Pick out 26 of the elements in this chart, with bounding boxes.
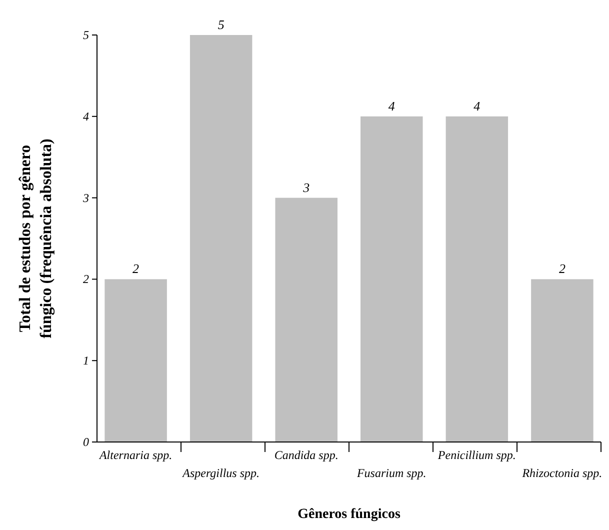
x-axis-title: Gêneros fúngicos	[298, 507, 401, 522]
y-tick-label: 3	[82, 190, 89, 205]
y-axis-title: Total de estudos por gênero fúngico (frequência absoluta)	[17, 138, 55, 338]
data-label: 2	[558, 261, 566, 276]
y-tick-label: 5	[83, 28, 89, 42]
x-tick-label: Candida spp.	[274, 448, 338, 462]
y-tick-label: 1	[83, 354, 89, 368]
bar	[104, 279, 167, 442]
bar	[446, 116, 508, 442]
bar	[275, 198, 338, 442]
x-tick-label: Aspergillus spp.	[182, 466, 260, 480]
data-label: 2	[132, 261, 140, 276]
data-label: 4	[388, 98, 396, 114]
y-tick-label: 0	[83, 435, 89, 449]
data-label: 5	[218, 17, 225, 32]
bar	[360, 116, 423, 442]
data-label: 3	[302, 180, 310, 195]
x-tick-label: Alternaria spp.	[98, 448, 172, 462]
bar	[531, 279, 594, 442]
x-tick-label: Fusarium spp.	[356, 466, 426, 480]
y-tick-label: 2	[83, 272, 89, 286]
x-tick-label: Penicillium spp.	[436, 448, 516, 462]
data-label: 4	[474, 98, 481, 114]
y-tick-label: 4	[83, 109, 89, 124]
bar	[190, 35, 252, 442]
x-tick-label: Rhizoctonia spp.	[521, 466, 602, 480]
